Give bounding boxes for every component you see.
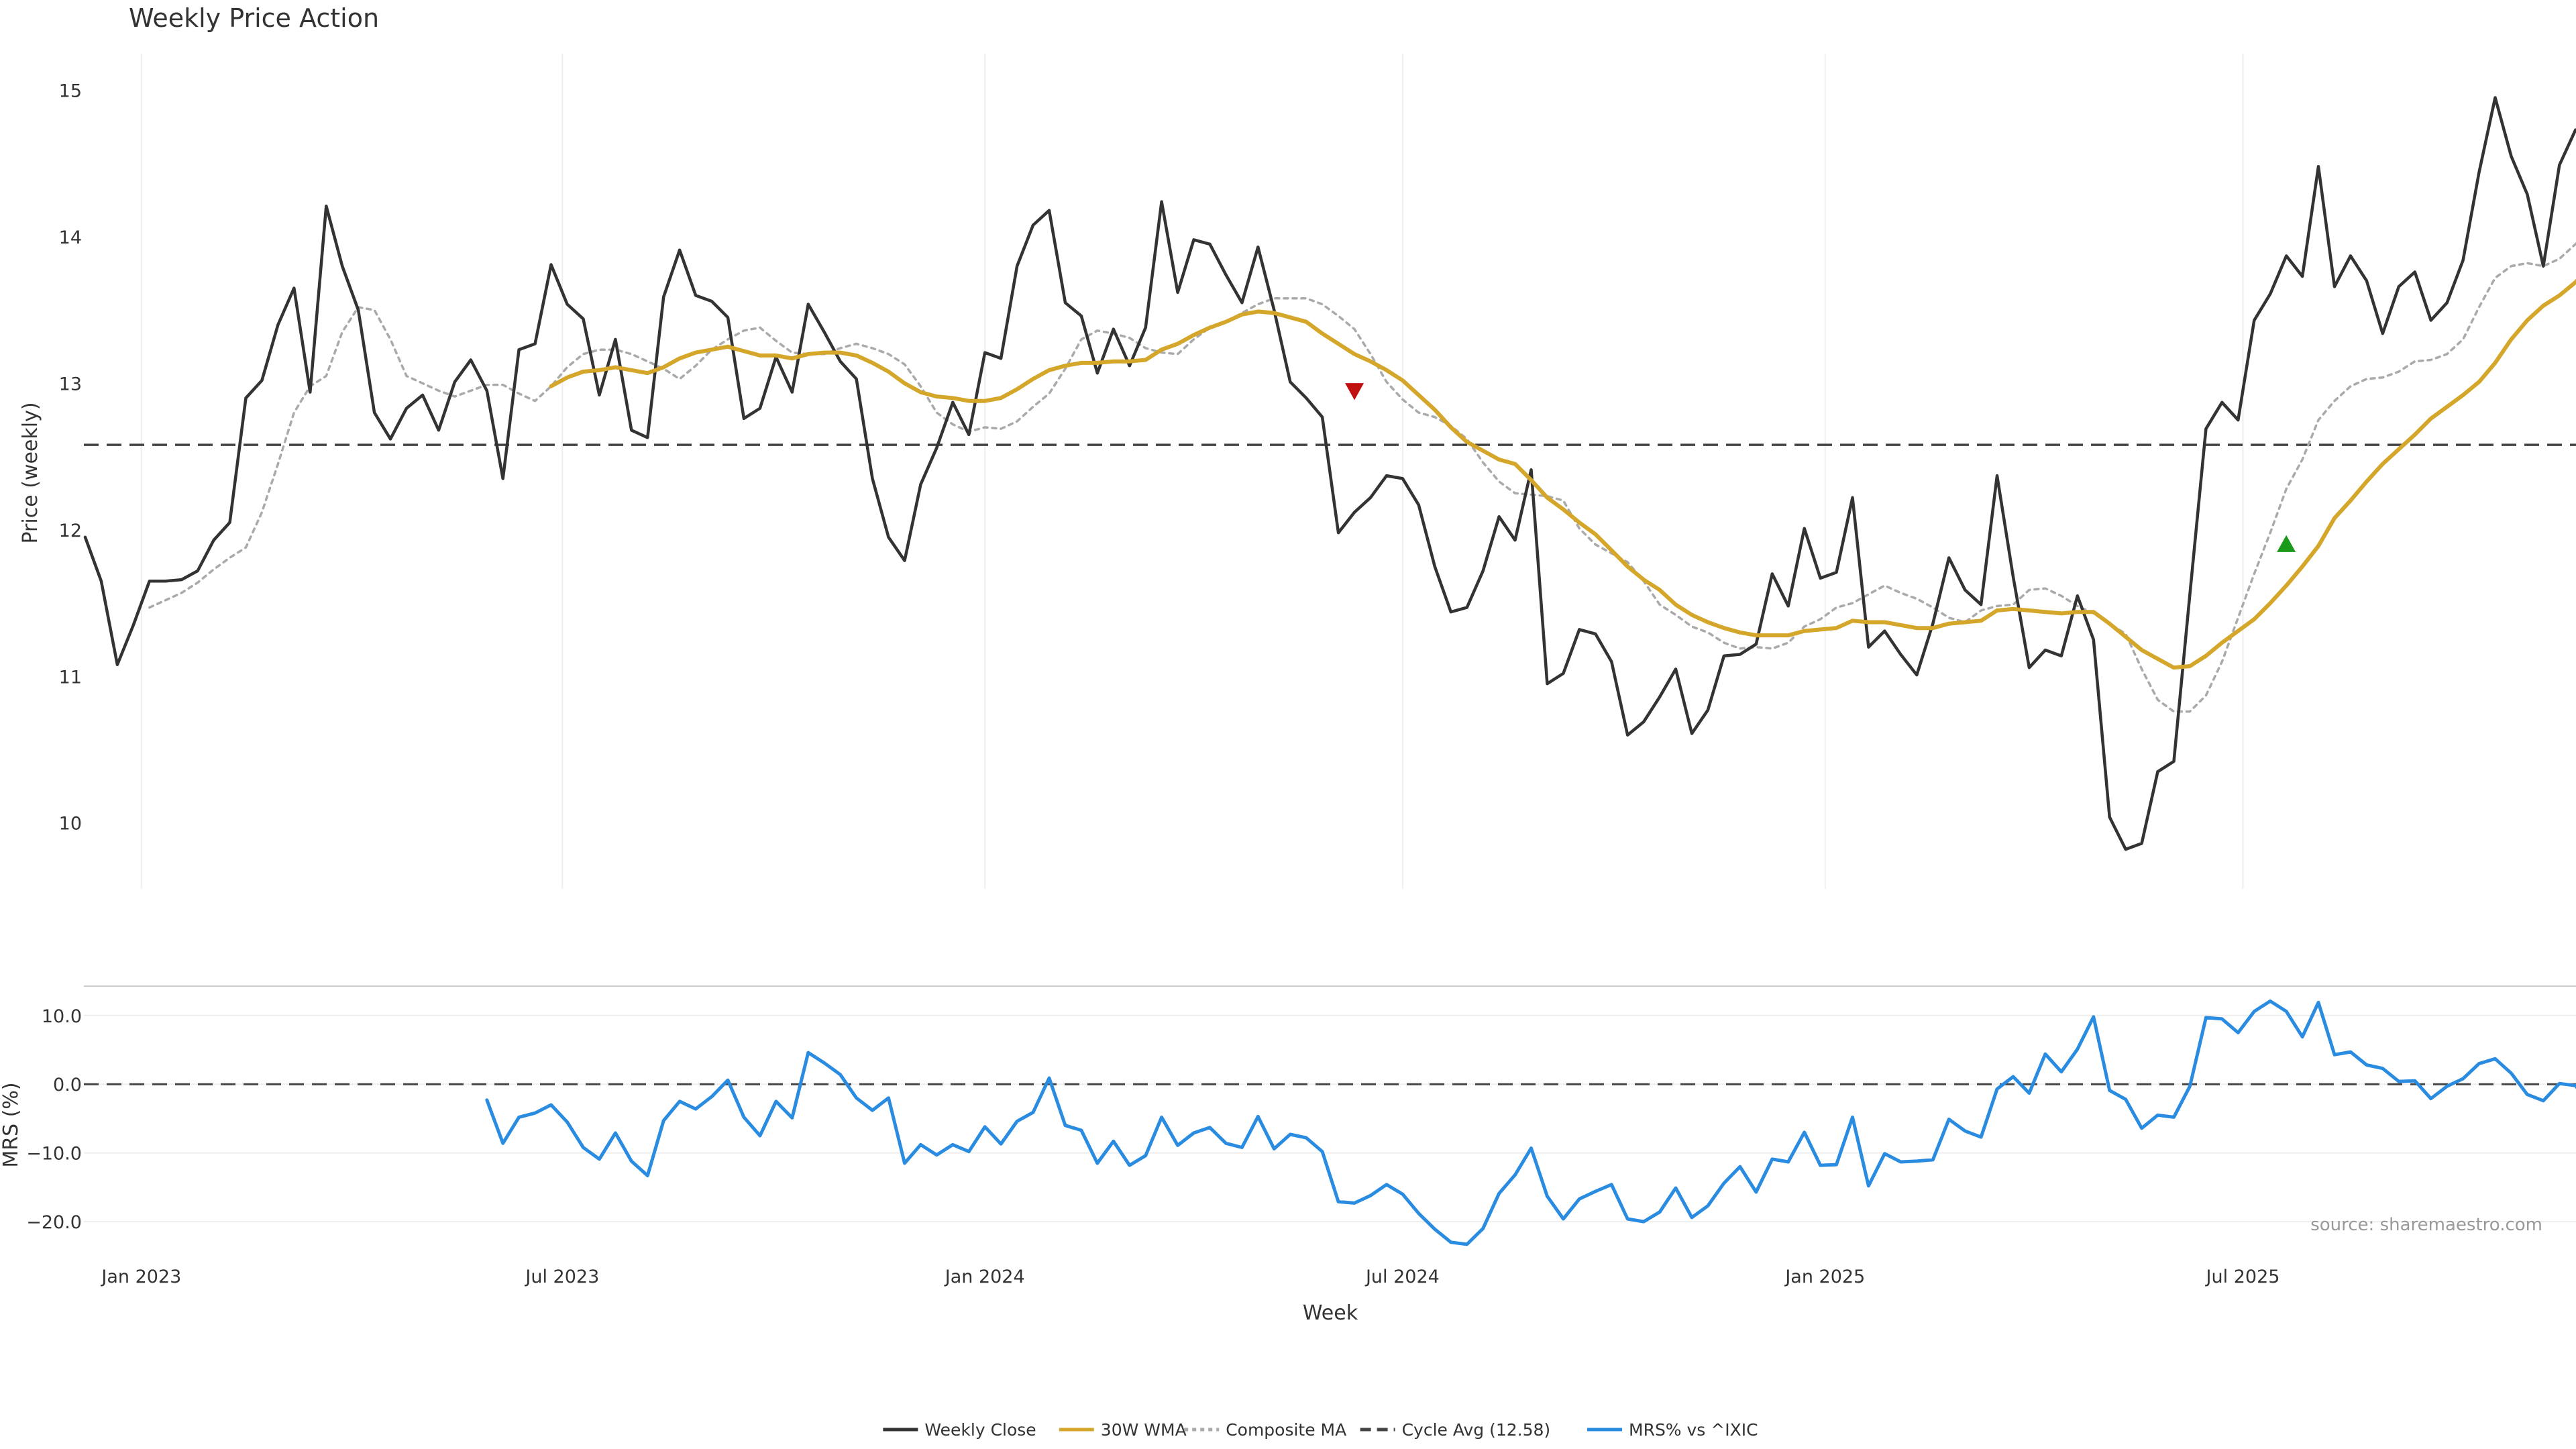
x-tick-label: Jul 2023	[524, 1267, 599, 1287]
price-y-tick-label: 14	[59, 227, 82, 248]
x-tick-label: Jan 2023	[100, 1267, 181, 1287]
x-axis-label: Week	[1303, 1301, 1358, 1325]
mrs-series	[485, 999, 2576, 1246]
chart-title: Weekly Price Action	[129, 3, 379, 33]
mrs-y-axis-label: MRS (%)	[0, 1082, 23, 1167]
legend: Weekly Close 30W WMA Composite MA Cycle Avg…	[883, 1420, 1758, 1440]
mrs-y-tick-label: 10.0	[42, 1006, 82, 1027]
series-layer	[83, 96, 2576, 1246]
composite-ma-series	[148, 242, 2576, 713]
mrs-y-tick-label: −10.0	[26, 1144, 82, 1165]
reference-lines	[84, 443, 2576, 1085]
x-tick-label: Jul 2025	[2205, 1267, 2280, 1287]
buy-signal-marker	[2277, 535, 2296, 552]
legend-label-wma: 30W WMA	[1101, 1420, 1187, 1440]
legend-label-cycle: Cycle Avg (12.58)	[1402, 1420, 1551, 1440]
mrs-y-ticks: 10.0 0.0 −10.0 −20.0	[26, 1006, 82, 1233]
source-note: source: sharemaestro.com	[2310, 1215, 2542, 1235]
legend-label-composite: Composite MA	[1226, 1420, 1346, 1440]
legend-label-close: Weekly Close	[924, 1420, 1036, 1440]
x-tick-label: Jan 2024	[944, 1267, 1025, 1287]
signal-markers	[1345, 383, 2296, 552]
mrs-y-tick-label: 0.0	[53, 1075, 82, 1095]
x-ticks: Jan 2023 Jul 2023 Jan 2024 Jul 2024 Jan 2025…	[100, 1267, 2279, 1287]
mrs-grid	[84, 1014, 2576, 1223]
price-y-tick-label: 10	[59, 814, 82, 835]
mrs-y-tick-label: −20.0	[26, 1212, 82, 1233]
x-tick-label: Jul 2024	[1364, 1267, 1440, 1287]
legend-label-mrs: MRS% vs ^IXIC	[1629, 1420, 1758, 1440]
price-y-tick-label: 11	[59, 667, 82, 688]
x-tick-label: Jan 2025	[1784, 1267, 1865, 1287]
price-y-tick-label: 12	[59, 521, 82, 541]
price-y-tick-label: 13	[59, 374, 82, 394]
price-grid	[140, 54, 2244, 889]
wma-30w-series	[549, 278, 2576, 670]
sell-signal-marker	[1345, 383, 1364, 400]
price-y-ticks: 10 11 12 13 14 15	[59, 81, 82, 835]
price-y-tick-label: 15	[59, 81, 82, 102]
weekly-close-series	[83, 96, 2576, 851]
price-y-axis-label: Price (weekly)	[19, 402, 42, 543]
